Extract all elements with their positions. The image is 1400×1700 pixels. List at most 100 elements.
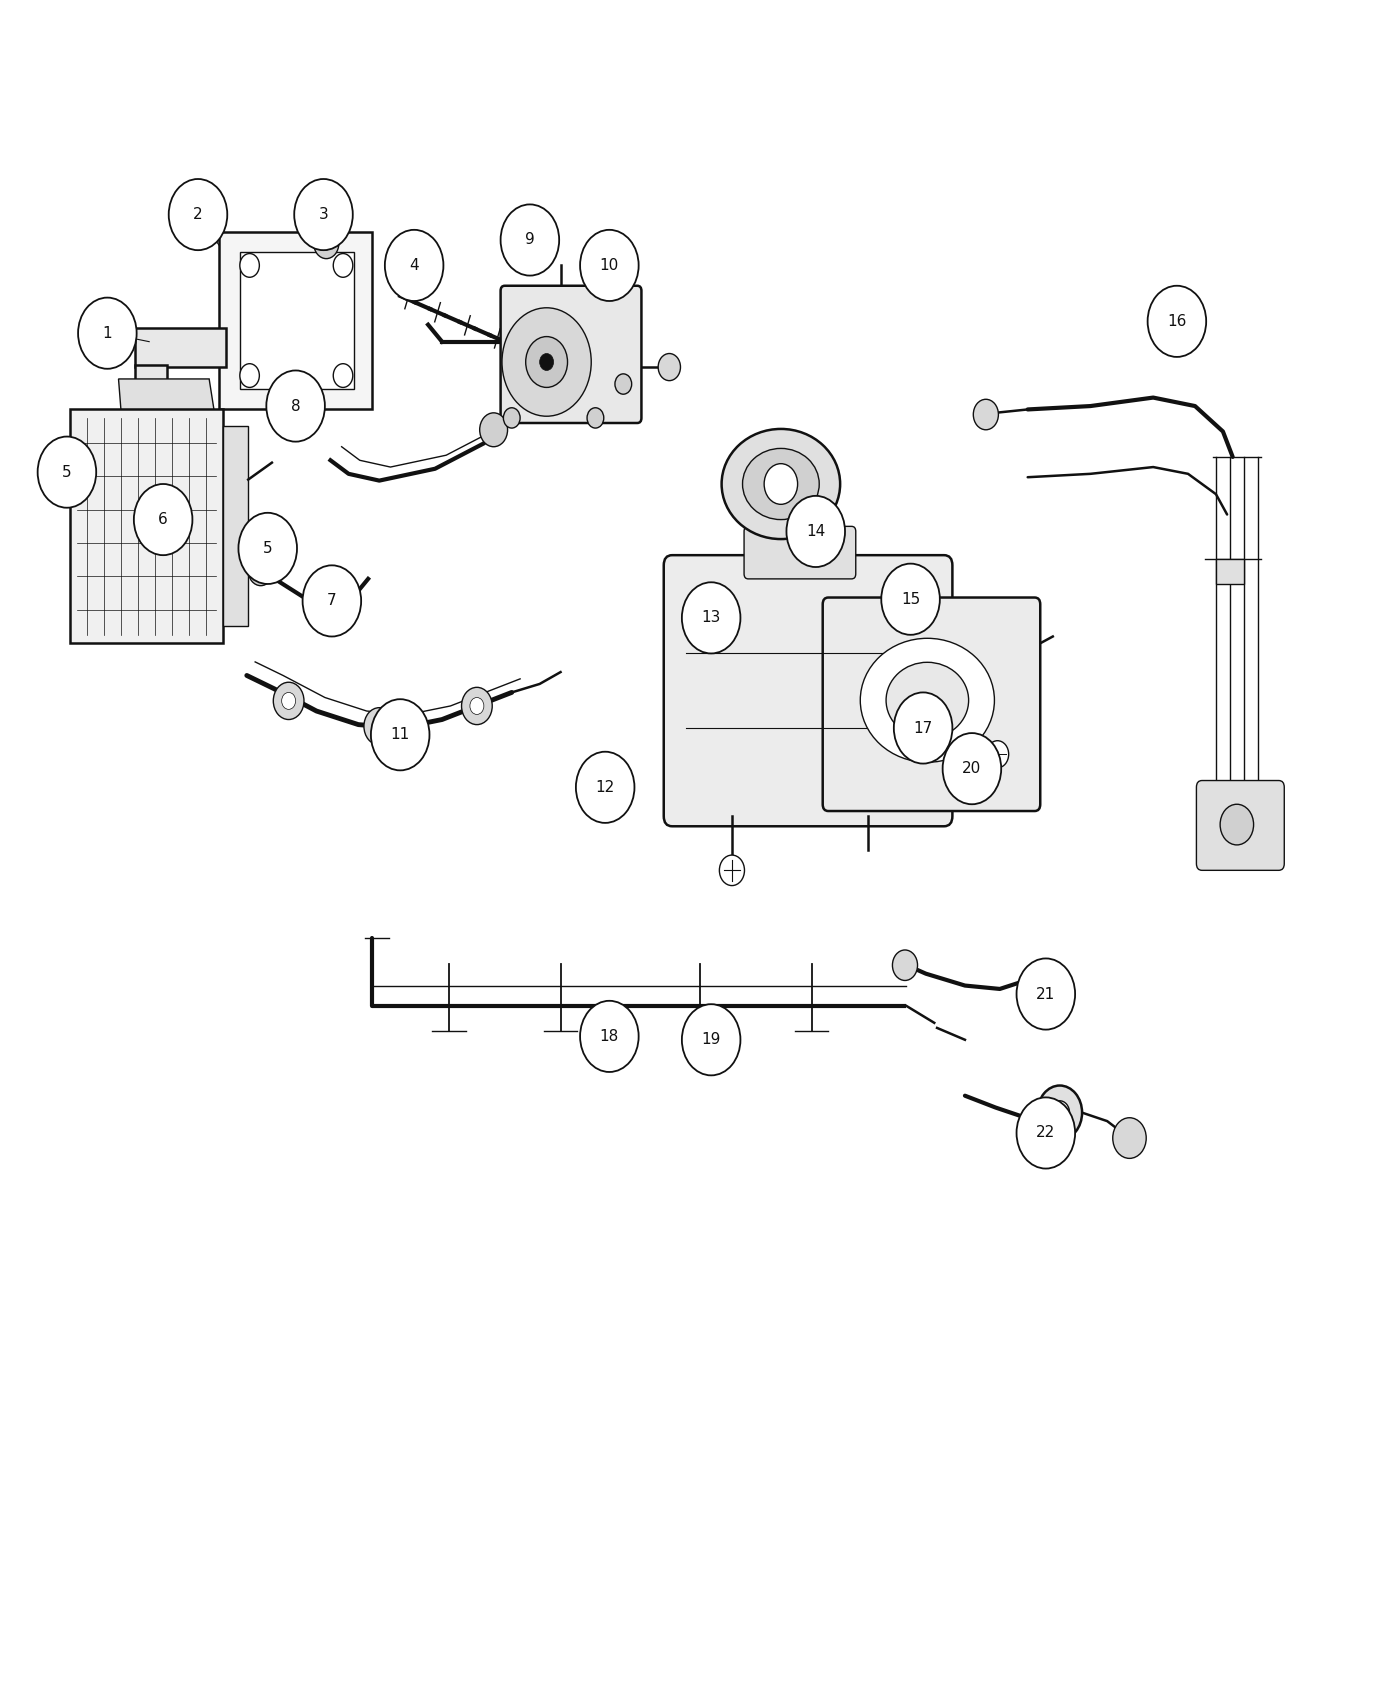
Circle shape	[687, 1025, 713, 1056]
Text: 18: 18	[599, 1028, 619, 1044]
Text: 4: 4	[409, 258, 419, 274]
Circle shape	[1221, 804, 1253, 845]
Text: 9: 9	[525, 233, 535, 248]
Circle shape	[587, 408, 603, 428]
Text: 10: 10	[599, 258, 619, 274]
Circle shape	[1037, 1086, 1082, 1139]
Text: 5: 5	[263, 541, 273, 556]
Polygon shape	[218, 231, 372, 410]
Circle shape	[658, 354, 680, 381]
Circle shape	[46, 445, 71, 476]
Circle shape	[987, 741, 1008, 768]
Circle shape	[575, 751, 634, 823]
Circle shape	[462, 687, 493, 724]
Circle shape	[248, 556, 273, 586]
Circle shape	[294, 178, 353, 250]
Circle shape	[239, 364, 259, 388]
Ellipse shape	[860, 638, 994, 762]
Text: 13: 13	[701, 610, 721, 626]
Circle shape	[38, 437, 97, 508]
Text: 11: 11	[391, 728, 410, 743]
Text: 6: 6	[158, 512, 168, 527]
Polygon shape	[119, 379, 214, 415]
Circle shape	[470, 697, 484, 714]
Circle shape	[281, 692, 295, 709]
Ellipse shape	[886, 663, 969, 738]
Circle shape	[333, 364, 353, 388]
FancyBboxPatch shape	[823, 597, 1040, 811]
Circle shape	[92, 325, 120, 359]
Circle shape	[333, 253, 353, 277]
Circle shape	[259, 552, 270, 566]
Ellipse shape	[742, 449, 819, 520]
Circle shape	[973, 400, 998, 430]
Text: 8: 8	[291, 398, 301, 413]
Polygon shape	[239, 252, 354, 389]
Circle shape	[1050, 1102, 1070, 1124]
Text: 19: 19	[701, 1032, 721, 1047]
Circle shape	[321, 236, 332, 250]
Circle shape	[252, 544, 277, 575]
Text: 5: 5	[62, 464, 71, 479]
Circle shape	[501, 204, 559, 275]
Text: 12: 12	[595, 780, 615, 796]
Circle shape	[525, 337, 567, 388]
FancyBboxPatch shape	[1197, 780, 1284, 870]
Circle shape	[893, 692, 952, 763]
Text: 16: 16	[1168, 314, 1187, 328]
Text: 15: 15	[902, 592, 920, 607]
Circle shape	[942, 733, 1001, 804]
Polygon shape	[136, 328, 225, 367]
Circle shape	[78, 298, 137, 369]
Circle shape	[101, 335, 112, 348]
Circle shape	[892, 950, 917, 981]
FancyBboxPatch shape	[501, 286, 641, 423]
Text: 7: 7	[328, 593, 336, 609]
Circle shape	[302, 566, 361, 636]
Text: 17: 17	[913, 721, 932, 736]
Circle shape	[314, 228, 339, 258]
Circle shape	[580, 230, 638, 301]
Circle shape	[372, 717, 386, 734]
Circle shape	[385, 230, 444, 301]
Circle shape	[371, 699, 430, 770]
Text: 20: 20	[962, 762, 981, 777]
Circle shape	[504, 408, 521, 428]
Circle shape	[1016, 959, 1075, 1030]
Text: 14: 14	[806, 524, 826, 539]
Circle shape	[53, 454, 64, 468]
Polygon shape	[136, 366, 168, 406]
Circle shape	[615, 374, 631, 394]
Circle shape	[1016, 1098, 1075, 1168]
Circle shape	[764, 464, 798, 505]
Text: 22: 22	[1036, 1125, 1056, 1141]
Text: 3: 3	[319, 207, 329, 223]
Circle shape	[682, 1005, 741, 1076]
Circle shape	[364, 707, 395, 745]
Text: 2: 2	[193, 207, 203, 223]
Circle shape	[169, 178, 227, 250]
Bar	[223, 427, 248, 626]
Circle shape	[480, 413, 508, 447]
Circle shape	[266, 371, 325, 442]
Circle shape	[238, 513, 297, 585]
Circle shape	[787, 496, 846, 568]
Circle shape	[682, 583, 741, 653]
Bar	[1217, 559, 1243, 585]
Circle shape	[239, 253, 259, 277]
Circle shape	[255, 564, 266, 578]
Text: 21: 21	[1036, 986, 1056, 1001]
FancyBboxPatch shape	[664, 556, 952, 826]
Circle shape	[503, 308, 591, 416]
FancyBboxPatch shape	[743, 527, 855, 580]
Bar	[70, 410, 223, 643]
Ellipse shape	[721, 428, 840, 539]
Circle shape	[134, 484, 192, 556]
Text: 1: 1	[102, 326, 112, 340]
Circle shape	[539, 354, 553, 371]
Circle shape	[1113, 1117, 1147, 1158]
Circle shape	[580, 1001, 638, 1073]
Circle shape	[881, 564, 939, 634]
Circle shape	[720, 855, 745, 886]
Circle shape	[1148, 286, 1207, 357]
